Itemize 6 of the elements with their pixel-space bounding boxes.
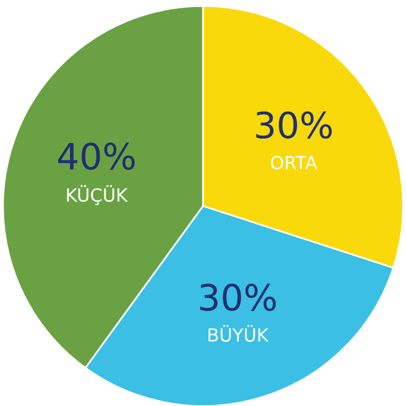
slice-label: BÜYÜK	[208, 325, 269, 342]
slice-label: ORTA	[270, 156, 318, 170]
data-label: 40%	[58, 142, 135, 170]
slice-label: KÜÇÜK	[67, 185, 128, 206]
data-label: 30%	[256, 111, 332, 139]
data-label: 30%	[200, 284, 276, 311]
